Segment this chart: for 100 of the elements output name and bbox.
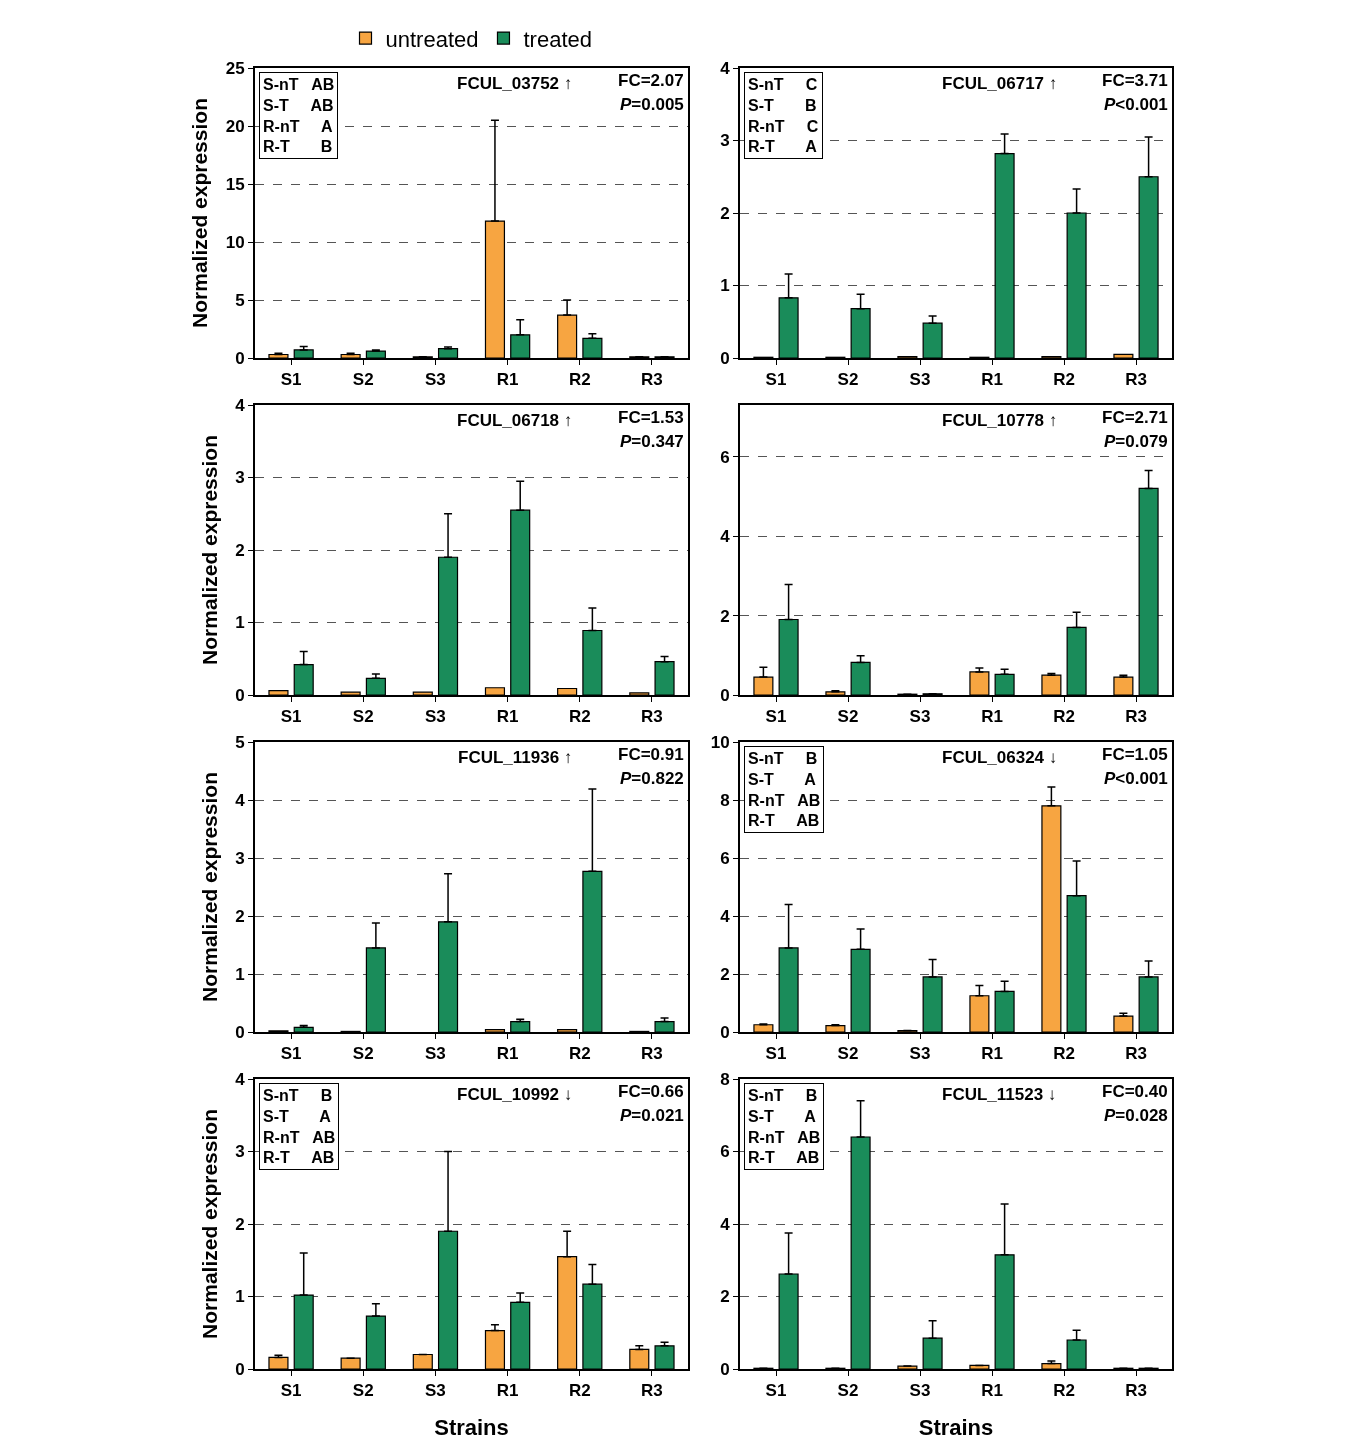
y-tick-label: 2: [235, 540, 245, 560]
annotation: S-nT C S-T B R-nT C R-T A: [748, 76, 819, 156]
x-tick-label: S2: [837, 1381, 859, 1401]
annotation: P=0.822: [620, 769, 684, 788]
y-tick-label: 1: [235, 1287, 245, 1307]
x-tick-label: S1: [280, 370, 302, 390]
annotation: FC=0.91: [618, 745, 684, 764]
x-tick-label: S2: [352, 370, 374, 390]
annotation: S-nT B S-T A R-nT AB R-T AB: [263, 1087, 336, 1167]
y-tick-label: 10: [710, 732, 730, 752]
y-tick-label: 1: [235, 964, 245, 984]
annotation: FC=2.07: [618, 71, 684, 90]
annotation: S-nT B S-T A R-nT AB R-T AB: [748, 750, 821, 830]
x-tick-label: S1: [280, 1381, 302, 1401]
y-tick-label: 6: [720, 1142, 730, 1162]
x-tick-label: S1: [765, 1381, 787, 1401]
y-tick-label: 20: [225, 116, 245, 136]
x-tick-label: R1: [496, 707, 519, 727]
x-tick-label: S3: [909, 707, 931, 727]
x-tick-label: S3: [425, 370, 446, 390]
y-tick-label: 0: [720, 1359, 730, 1379]
y-tick-label: 4: [720, 906, 731, 926]
x-tick-label: S2: [352, 1381, 374, 1401]
x-tick-label: S2: [837, 370, 859, 390]
y-axis-title: Normalized expression: [197, 1109, 221, 1339]
chart-title: FCUL_10778 ↑: [942, 411, 1058, 430]
x-tick-label: S3: [909, 370, 931, 390]
x-tick-label: S1: [765, 1044, 787, 1064]
y-tick-label: 2: [235, 1214, 245, 1234]
y-tick-label: 4: [720, 58, 731, 78]
annotation: P<0.001: [1104, 95, 1168, 114]
y-tick-label: 2: [720, 964, 730, 984]
chart-title: FCUL_10992 ↓: [457, 1085, 573, 1104]
x-tick-label: R3: [1125, 1044, 1147, 1064]
annotation: P=0.347: [620, 432, 684, 451]
y-tick-label: 0: [720, 348, 730, 368]
x-tick-label: S3: [425, 1381, 446, 1401]
x-tick-label: S1: [765, 370, 787, 390]
chart-title: FCUL_06324 ↓: [942, 748, 1058, 767]
y-tick-label: 4: [235, 395, 246, 415]
y-tick-label: 0: [235, 685, 245, 705]
y-tick-label: 6: [720, 447, 730, 467]
y-tick-label: 3: [235, 848, 245, 868]
legend-label: untreated: [385, 26, 479, 52]
y-tick-label: 0: [235, 1359, 245, 1379]
annotation: S-nT AB S-T AB R-nT A R-T B: [263, 76, 335, 156]
x-axis-title: Strains: [918, 1414, 994, 1440]
x-axis-title: Strains: [434, 1414, 509, 1440]
annotation: FC=1.05: [1102, 745, 1168, 764]
y-tick-label: 1: [720, 276, 730, 296]
annotation: FC=0.40: [1102, 1082, 1168, 1101]
y-tick-label: 25: [225, 58, 245, 78]
annotation: P=0.005: [620, 95, 684, 114]
x-tick-label: R3: [1125, 707, 1147, 727]
y-tick-label: 8: [720, 790, 730, 810]
y-tick-label: 15: [225, 174, 245, 194]
y-tick-label: 3: [235, 468, 245, 488]
y-tick-label: 5: [235, 732, 245, 752]
y-tick-label: 0: [720, 1022, 730, 1042]
x-tick-label: S2: [837, 1044, 859, 1064]
chart-title: FCUL_03752 ↑: [457, 74, 573, 93]
x-tick-label: R1: [981, 370, 1003, 390]
y-tick-label: 1: [235, 613, 245, 633]
y-tick-label: 4: [720, 527, 731, 547]
y-tick-label: 6: [720, 848, 730, 868]
annotation: P=0.021: [620, 1106, 684, 1125]
x-tick-label: R1: [496, 370, 519, 390]
legend-label: treated: [523, 26, 592, 52]
x-tick-label: R2: [568, 370, 591, 390]
y-tick-label: 8: [720, 1069, 730, 1089]
annotation: S-nT B S-T A R-nT AB R-T AB: [748, 1087, 821, 1167]
y-tick-label: 4: [235, 1069, 246, 1089]
y-tick-label: 3: [720, 131, 730, 151]
y-tick-label: 2: [720, 203, 730, 223]
x-tick-label: R2: [1053, 1381, 1075, 1401]
annotation: P=0.079: [1104, 432, 1168, 451]
annotation: FC=0.66: [618, 1082, 684, 1101]
y-axis-title: Normalized expression: [197, 772, 221, 1002]
x-tick-label: S3: [425, 1044, 446, 1064]
x-tick-label: R2: [568, 1381, 591, 1401]
y-tick-label: 2: [235, 906, 245, 926]
y-axis-title: Normalized expression: [188, 98, 212, 328]
chart-title: FCUL_11523 ↓: [942, 1085, 1057, 1104]
x-tick-label: S1: [280, 707, 302, 727]
x-tick-label: R3: [1125, 370, 1147, 390]
y-tick-label: 2: [720, 606, 730, 626]
y-axis-title: Normalized expression: [197, 435, 221, 665]
x-tick-label: R1: [981, 1044, 1003, 1064]
annotation: FC=3.71: [1102, 71, 1168, 90]
x-tick-label: S3: [909, 1381, 931, 1401]
y-tick-label: 4: [235, 790, 246, 810]
annotation: FC=2.71: [1102, 408, 1168, 427]
x-tick-label: R1: [981, 707, 1003, 727]
chart-title: FCUL_06717 ↑: [942, 74, 1058, 93]
x-tick-label: R3: [1125, 1381, 1147, 1401]
chart-title: FCUL_11936 ↑: [458, 748, 573, 767]
x-tick-label: R2: [568, 1044, 591, 1064]
x-tick-label: R2: [1053, 370, 1075, 390]
x-tick-label: R3: [641, 370, 663, 390]
x-tick-label: S2: [837, 707, 859, 727]
